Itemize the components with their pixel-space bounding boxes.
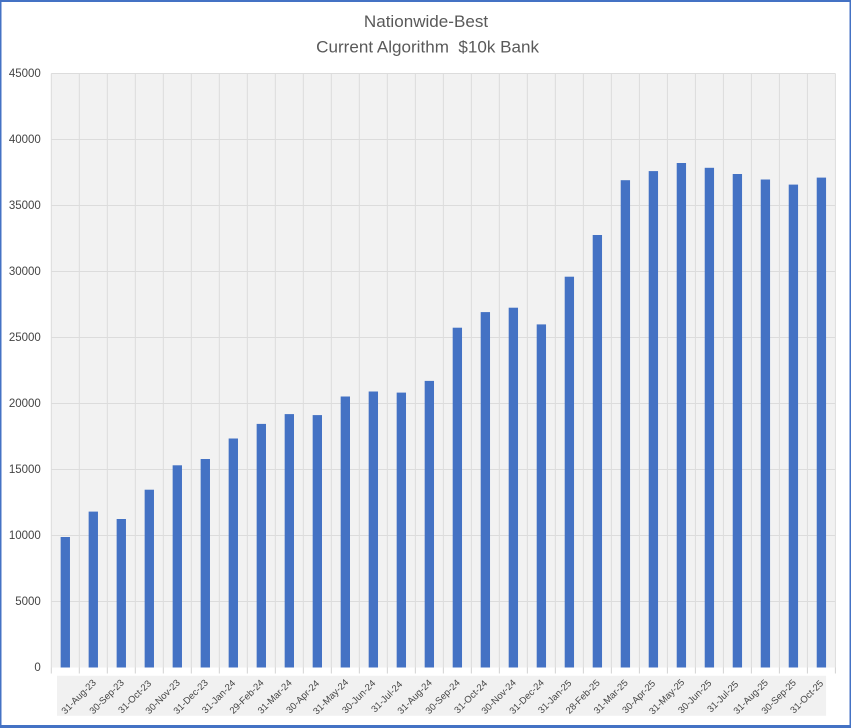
svg-text:20000: 20000 — [9, 398, 41, 410]
svg-text:Current Algorithm $10k Bank: Current Algorithm $10k Bank — [316, 37, 539, 56]
svg-text:25000: 25000 — [9, 332, 41, 344]
svg-text:5000: 5000 — [15, 596, 41, 608]
svg-text:30000: 30000 — [9, 266, 41, 278]
svg-text:35000: 35000 — [9, 200, 41, 212]
svg-text:Nationwide-Best: Nationwide-Best — [364, 12, 488, 31]
svg-text:45000: 45000 — [9, 68, 41, 80]
svg-text:15000: 15000 — [9, 464, 41, 476]
svg-text:40000: 40000 — [9, 134, 41, 146]
svg-text:10000: 10000 — [9, 530, 41, 542]
svg-text:0: 0 — [34, 662, 40, 674]
